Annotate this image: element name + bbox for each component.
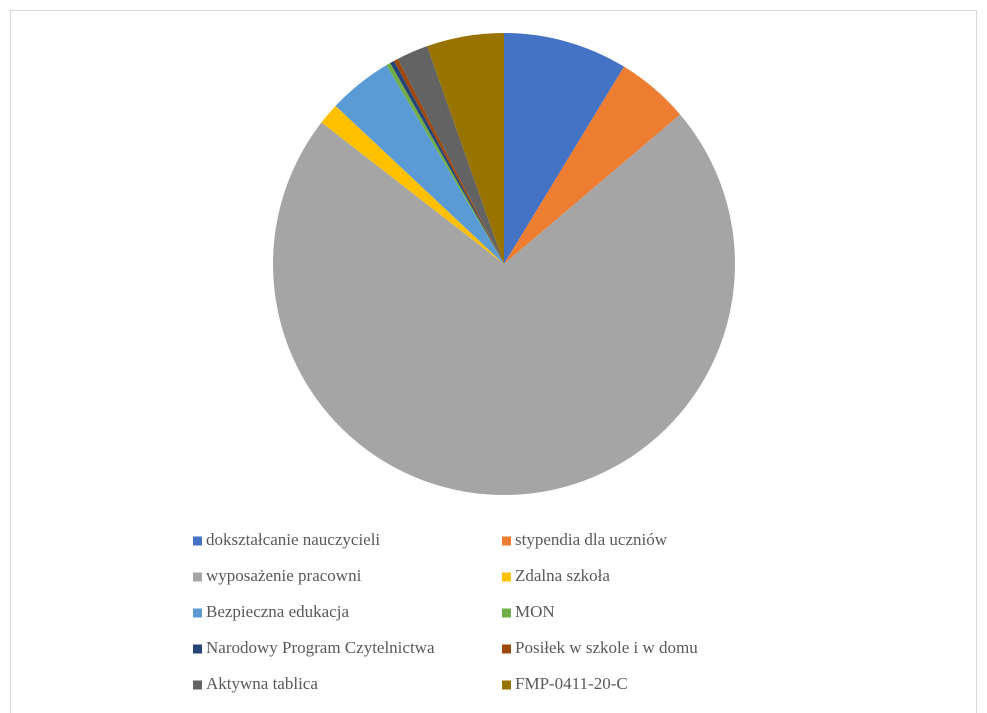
legend-swatch bbox=[502, 680, 511, 690]
pie-slice bbox=[321, 105, 504, 264]
legend-swatch bbox=[502, 644, 511, 654]
legend-label: stypendia dla uczniów bbox=[515, 530, 668, 549]
pie-slice bbox=[390, 60, 504, 265]
legend-swatch bbox=[502, 608, 511, 618]
legend-label: Posiłek w szkole i w domu bbox=[515, 638, 698, 657]
pie-slice bbox=[397, 46, 504, 264]
legend-swatch bbox=[502, 572, 511, 582]
legend-label: FMP-0411-20-C bbox=[515, 674, 628, 693]
legend-swatch bbox=[193, 644, 202, 654]
legend-label: Aktywna tablica bbox=[206, 674, 318, 693]
pie-slice bbox=[335, 65, 504, 264]
legend-label: Zdalna szkoła bbox=[515, 566, 610, 585]
legend-label: wyposażenie pracowni bbox=[206, 566, 362, 585]
legend-swatch bbox=[193, 536, 202, 546]
legend-swatch bbox=[193, 572, 202, 582]
legend-swatch bbox=[502, 536, 511, 546]
legend-label: Narodowy Program Czytelnictwa bbox=[206, 638, 435, 657]
chart-frame bbox=[10, 10, 977, 713]
pie-slice bbox=[272, 114, 735, 495]
pie-slice bbox=[504, 66, 681, 264]
pie-slice bbox=[393, 58, 504, 264]
legend-swatch bbox=[193, 608, 202, 618]
legend-label: Bezpieczna edukacja bbox=[206, 602, 349, 621]
legend-label: MON bbox=[515, 602, 555, 621]
pie-slice bbox=[427, 33, 504, 264]
pie-slice bbox=[386, 62, 504, 265]
legend-swatch bbox=[193, 680, 202, 690]
pie-slice bbox=[504, 33, 625, 264]
legend-label: dokształcanie nauczycieli bbox=[206, 530, 380, 549]
